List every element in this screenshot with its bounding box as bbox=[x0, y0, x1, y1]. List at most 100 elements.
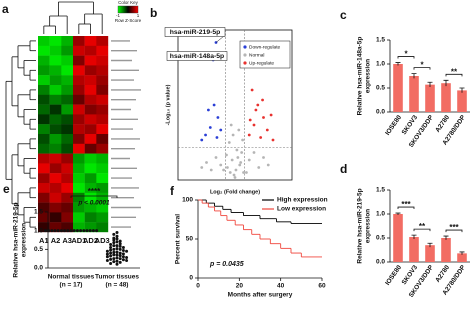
point bbox=[112, 253, 116, 257]
heatmap-cell bbox=[73, 65, 85, 76]
y-axis-label: Relative hsa-miR-219-5p bbox=[357, 188, 364, 263]
annotation: hsa-miR-219-5p bbox=[170, 29, 221, 36]
heatmap-cell bbox=[38, 55, 50, 66]
heatmap-cell bbox=[73, 134, 85, 144]
point bbox=[115, 231, 119, 235]
panel-letter: c bbox=[340, 8, 347, 22]
heatmap-cell bbox=[49, 202, 62, 213]
x-tick-label: 40 bbox=[277, 283, 285, 290]
heatmap-cell bbox=[38, 202, 50, 213]
error-bar bbox=[395, 62, 401, 66]
legend-label: Low expression bbox=[277, 206, 326, 213]
point bbox=[115, 256, 119, 260]
heatmap-cell bbox=[38, 222, 50, 233]
y-tick-label: 1.0 bbox=[376, 61, 385, 68]
y-axis-label: Relative hsa-miR-219-5p bbox=[13, 202, 20, 277]
significance-bracket bbox=[445, 229, 463, 233]
significance-label: * bbox=[404, 50, 408, 59]
point bbox=[121, 255, 125, 259]
point bbox=[50, 229, 54, 233]
error-bar bbox=[411, 234, 417, 239]
heatmap-cell bbox=[61, 55, 74, 66]
heatmap-cell bbox=[96, 94, 109, 105]
heatmap-cell bbox=[61, 104, 74, 115]
heatmap-cell bbox=[49, 75, 62, 86]
point bbox=[88, 229, 92, 233]
column-label: AD2 bbox=[83, 236, 98, 245]
point bbox=[69, 229, 73, 233]
heatmap-cell bbox=[73, 75, 85, 86]
point bbox=[252, 151, 256, 154]
heatmap-cell bbox=[49, 222, 62, 233]
heatmap-cell bbox=[84, 222, 97, 233]
heatmap-cell bbox=[49, 45, 62, 56]
point bbox=[207, 108, 210, 112]
point bbox=[269, 113, 273, 117]
bar bbox=[457, 90, 467, 112]
legend-label: High expression bbox=[277, 197, 328, 204]
legend-label: Up-regulate bbox=[249, 60, 274, 66]
point bbox=[115, 237, 119, 241]
heatmap-cell bbox=[49, 212, 62, 223]
plot-frame bbox=[177, 29, 293, 181]
point bbox=[212, 103, 216, 107]
point bbox=[109, 245, 113, 249]
heatmap-cell bbox=[38, 114, 50, 125]
heatmap-cell bbox=[61, 134, 74, 144]
error-bar bbox=[459, 251, 465, 255]
heatmap-cell bbox=[61, 94, 74, 105]
heatmap-cell bbox=[96, 153, 109, 164]
heatmap-cell bbox=[84, 173, 97, 184]
point bbox=[112, 244, 116, 248]
annotation: hsa-miR-148a-5p bbox=[170, 53, 224, 60]
y-tick-label: 0.5 bbox=[376, 85, 385, 92]
point bbox=[95, 229, 99, 233]
point bbox=[257, 166, 261, 169]
heatmap-cell bbox=[38, 192, 50, 203]
point bbox=[222, 168, 226, 172]
color-key bbox=[117, 5, 139, 14]
point bbox=[234, 168, 238, 172]
point bbox=[216, 116, 220, 119]
significance-label: *** bbox=[449, 223, 459, 232]
heatmap-cell bbox=[49, 143, 62, 154]
point bbox=[125, 259, 129, 263]
color-key-tick: -1 bbox=[116, 13, 120, 18]
heatmap-cell bbox=[84, 134, 97, 144]
point bbox=[91, 229, 95, 233]
heatmap-cell bbox=[49, 183, 62, 193]
y-tick-label: 50 bbox=[186, 236, 194, 243]
y-tick-label: 1.5 bbox=[376, 187, 385, 194]
y-axis-label: expression bbox=[365, 209, 372, 243]
point bbox=[75, 229, 79, 233]
x-tick-note: (n = 48) bbox=[106, 282, 129, 289]
significance-label: *** bbox=[401, 200, 411, 209]
point bbox=[118, 251, 122, 255]
point bbox=[105, 259, 109, 263]
point bbox=[259, 136, 263, 139]
heatmap-cell bbox=[73, 124, 85, 135]
point bbox=[200, 138, 204, 142]
point bbox=[85, 229, 89, 233]
p-value: p = 0.0435 bbox=[209, 261, 244, 268]
legend-marker bbox=[243, 61, 247, 65]
point bbox=[209, 168, 213, 172]
heatmap-cell bbox=[38, 104, 50, 115]
heatmap-cell bbox=[61, 192, 74, 203]
panel-letter: b bbox=[150, 6, 157, 20]
point bbox=[115, 259, 119, 263]
heatmap-cell bbox=[61, 222, 74, 233]
point bbox=[230, 158, 234, 162]
point bbox=[112, 247, 116, 251]
heatmap-cell bbox=[38, 124, 50, 135]
heatmap-cell bbox=[96, 75, 109, 86]
significance-label: ** bbox=[451, 67, 458, 76]
bar bbox=[457, 253, 467, 262]
point bbox=[215, 136, 219, 139]
heatmap-cell bbox=[61, 183, 74, 193]
point bbox=[236, 156, 240, 159]
point bbox=[115, 234, 119, 238]
column-label: A2 bbox=[51, 236, 61, 245]
heatmap-cell bbox=[38, 65, 50, 76]
point bbox=[112, 238, 116, 242]
